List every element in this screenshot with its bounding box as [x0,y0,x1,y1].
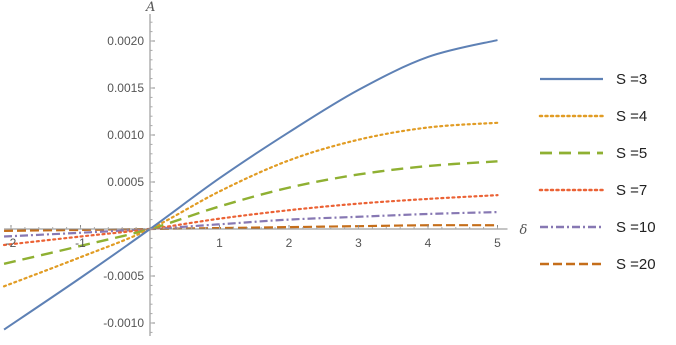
legend-label: S =20 [616,256,656,273]
plot-area [2,39,499,331]
legend-label: S =10 [616,219,656,236]
y-tick-label: 0.0015 [107,81,144,95]
y-tick-label: 0.0010 [107,128,144,142]
axes: -2 -1 1 2 3 4 5 0.0020 0.0015 0.0010 0.0005 -0.000… [4,0,528,336]
series-line-4 [3,210,498,238]
x-axis-title: δ [520,223,528,238]
y-tick-label: -0.0010 [103,316,144,330]
series-line-5 [4,224,498,232]
x-tick-label: -1 [75,236,86,250]
x-tick-label: 1 [216,236,223,250]
x-tick-label: 3 [355,236,362,250]
series-line-3 [2,194,499,247]
y-tick-label: -0.0005 [103,269,144,283]
legend-label: S =3 [616,71,647,88]
legend: S =3 S =4 S =5 S =7 S =10 S =20 [538,71,656,273]
legend-label: S =5 [616,145,647,162]
legend-label: S =4 [616,108,647,125]
y-tick-label: 0.0020 [107,34,144,48]
x-tick-label: 5 [494,236,501,250]
series-line-2 [3,160,498,265]
series-line-0 [3,39,498,331]
y-tick-label: 0.0005 [107,175,144,189]
x-tick-label: 4 [425,236,432,250]
x-tick-label: -2 [6,236,17,250]
y-axis-title: A [145,0,155,15]
x-tick-label: 2 [286,236,293,250]
legend-label: S =7 [616,182,647,199]
series-line-1 [2,121,499,288]
y-ticks: 0.0020 0.0015 0.0010 0.0005 -0.0005 -0.0010 [103,21,155,333]
x-ticks: -2 -1 1 2 3 4 5 [6,225,501,250]
